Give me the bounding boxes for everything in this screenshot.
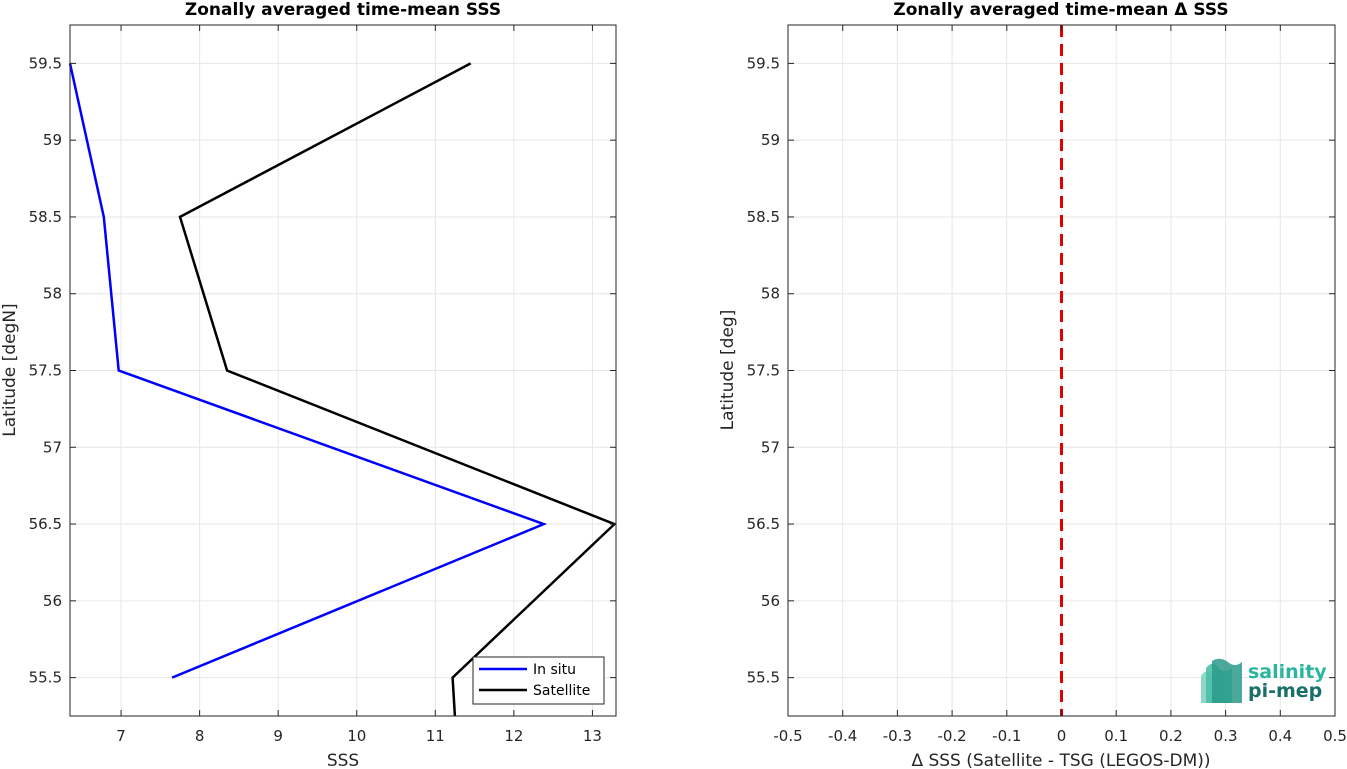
left-y-axis-label: Latitude [degN] xyxy=(0,303,20,436)
y-tick-label: 55.5 xyxy=(747,669,780,687)
x-tick-label: 9 xyxy=(273,727,283,745)
series-line-satellite xyxy=(178,62,617,717)
x-tick-label: -0.5 xyxy=(773,727,802,745)
legend-box xyxy=(472,656,605,705)
x-tick-label: 0.1 xyxy=(1104,727,1128,745)
y-tick-label: 57.5 xyxy=(29,362,62,380)
series-line-in-situ xyxy=(68,63,548,679)
salinity-pimep-logo: salinity pi-mep xyxy=(1201,658,1327,703)
left-panel: 7 8 9 10 11 12 13 55.5 56 56.5 57 57.5 58 58.5 59 59.5… xyxy=(0,0,617,769)
y-tick-label: 58.5 xyxy=(747,208,780,226)
x-tick-label: 12 xyxy=(504,727,523,745)
x-tick-label: 10 xyxy=(347,727,366,745)
left-x-axis-label: SSS xyxy=(327,751,359,769)
x-tick-label: -0.4 xyxy=(828,727,857,745)
x-tick-label: 0 xyxy=(1057,727,1067,745)
legend-label-in-situ: In situ xyxy=(533,662,576,678)
x-tick-label: 0.5 xyxy=(1323,727,1347,745)
y-tick-label: 58 xyxy=(43,285,62,303)
y-tick-label: 57 xyxy=(761,438,780,456)
logo-text-pimep: pi-mep xyxy=(1248,680,1322,702)
y-tick-label: 59 xyxy=(761,131,780,149)
right-chart-title: Zonally averaged time-mean Δ SSS xyxy=(893,0,1228,20)
y-tick-label: 55.5 xyxy=(29,669,62,687)
y-tick-label: 56.5 xyxy=(747,515,780,533)
x-tick-label: 8 xyxy=(195,727,205,745)
y-tick-label: 57 xyxy=(43,438,62,456)
y-tick-label: 59.5 xyxy=(29,54,62,72)
logo-wave-icon xyxy=(1201,658,1242,703)
right-y-axis-label: Latitude [deg] xyxy=(718,310,738,431)
left-grid xyxy=(70,25,616,716)
y-tick-label: 57.5 xyxy=(747,362,780,380)
y-tick-label: 58 xyxy=(761,285,780,303)
y-tick-label: 56 xyxy=(43,592,62,610)
y-tick-label: 59 xyxy=(43,131,62,149)
right-panel: -0.5 -0.4 -0.3 -0.2 -0.1 0 0.1 0.2 0.3 0.4 0.5 55.… xyxy=(718,0,1347,769)
x-tick-label: 7 xyxy=(116,727,126,745)
legend: In situ Satellite xyxy=(472,656,605,705)
y-tick-label: 56.5 xyxy=(29,515,62,533)
legend-label-satellite: Satellite xyxy=(533,683,590,699)
x-tick-label: -0.1 xyxy=(992,727,1021,745)
right-x-axis-label: Δ SSS (Satellite - TSG (LEGOS-DM)) xyxy=(911,751,1210,769)
logo-text-salinity: salinity xyxy=(1248,661,1327,683)
x-tick-label: -0.2 xyxy=(937,727,966,745)
left-y-ticks: 55.5 56 56.5 57 57.5 58 58.5 59 59.5 xyxy=(29,54,616,687)
left-chart-title: Zonally averaged time-mean SSS xyxy=(185,0,501,20)
y-tick-label: 59.5 xyxy=(747,54,780,72)
x-tick-label: 11 xyxy=(426,727,445,745)
right-x-ticks: -0.5 -0.4 -0.3 -0.2 -0.1 0 0.1 0.2 0.3 0.4 0.5 xyxy=(773,25,1347,745)
x-tick-label: 13 xyxy=(583,727,602,745)
right-y-ticks: 55.5 56 56.5 57 57.5 58 58.5 59 59.5 xyxy=(747,54,1335,687)
x-tick-label: 0.3 xyxy=(1214,727,1238,745)
left-x-ticks: 7 8 9 10 11 12 13 xyxy=(116,25,602,745)
y-tick-label: 58.5 xyxy=(29,208,62,226)
left-series-lines xyxy=(68,62,617,717)
x-tick-label: 0.4 xyxy=(1268,727,1292,745)
x-tick-label: -0.3 xyxy=(883,727,912,745)
y-tick-label: 56 xyxy=(761,592,780,610)
x-tick-label: 0.2 xyxy=(1159,727,1183,745)
